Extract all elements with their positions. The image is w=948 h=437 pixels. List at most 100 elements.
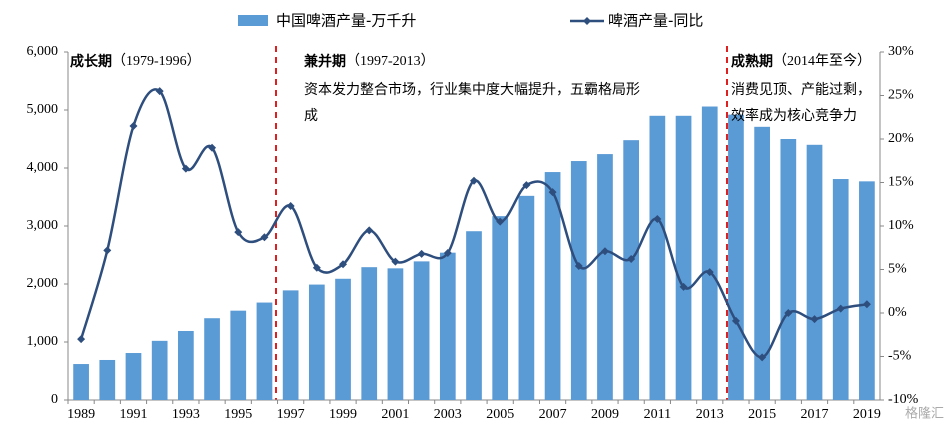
x-tick-label: 2005 (486, 407, 514, 422)
bar (387, 268, 404, 400)
bar (230, 310, 247, 400)
marker (574, 262, 583, 271)
marker (679, 282, 688, 291)
x-tick-label: 1995 (224, 407, 252, 422)
legend-label: 中国啤酒产量-万千升 (276, 12, 416, 30)
marker (600, 247, 609, 256)
marker (286, 201, 295, 210)
annotation-text: 资本发力整合市场，行业集中度大幅提升，五霸格局形 (304, 81, 640, 98)
y2-tick-label: 5% (888, 262, 907, 277)
legend-label: 啤酒产量-同比 (608, 12, 703, 30)
y2-tick-label: 15% (888, 175, 914, 190)
bar (544, 172, 561, 400)
x-tick-label: 2013 (696, 407, 724, 422)
marker (627, 255, 636, 264)
y-tick-label: 2,000 (27, 276, 59, 291)
annotation-range: （1979-1996） (112, 53, 201, 69)
bar (701, 106, 718, 401)
bar (125, 353, 142, 400)
y-tick-label: 6,000 (27, 44, 59, 59)
x-tick-label: 2001 (381, 407, 409, 422)
bar (859, 181, 875, 400)
x-tick-label: 2015 (748, 407, 776, 422)
annotation-title-text: 成长期 (70, 53, 112, 70)
marker (391, 257, 400, 266)
bar (282, 290, 299, 400)
marker (365, 226, 374, 235)
bar (675, 115, 692, 401)
annotation-title: 兼并期（1997-2013） (304, 53, 435, 70)
bar (780, 139, 797, 400)
marker (862, 300, 871, 309)
bar (439, 252, 456, 400)
marker (758, 353, 767, 362)
x-tick-label: 2003 (434, 407, 462, 422)
marker (208, 143, 217, 152)
x-tick-label: 2017 (801, 407, 829, 422)
annotation-title-text: 成熟期 (731, 53, 773, 70)
annotation-title-text: 兼并期 (304, 53, 346, 70)
annotation-text: 效率成为核心竞争力 (731, 107, 857, 124)
marker (522, 181, 531, 190)
marker (103, 246, 112, 255)
y2-tick-label: 10% (888, 218, 914, 233)
y2-tick-label: 20% (888, 131, 914, 146)
legend-swatch (238, 15, 268, 26)
y-tick-label: 4,000 (27, 160, 59, 175)
bar (256, 302, 273, 400)
x-tick-label: 1997 (277, 407, 305, 422)
marker (234, 228, 243, 237)
marker (470, 176, 478, 185)
x-tick-label: 1989 (67, 407, 95, 422)
marker (181, 164, 190, 173)
annotation-title: 成长期（1979-1996） (70, 53, 201, 70)
annotation-range: （2014年至今） (773, 53, 871, 69)
bar (413, 261, 430, 400)
bar (728, 114, 744, 400)
y2-tick-label: 0% (888, 305, 907, 320)
annotation-text: 成 (304, 108, 318, 124)
watermark: 格隆汇 (905, 406, 944, 422)
bar (335, 278, 351, 400)
marker (155, 87, 164, 96)
y-tick-label: 3,000 (27, 218, 59, 233)
bar (73, 364, 89, 400)
bar (649, 115, 666, 401)
marker (784, 309, 793, 317)
bar (466, 231, 482, 400)
bar (204, 318, 220, 400)
marker (731, 316, 740, 325)
marker (705, 268, 714, 277)
bar (308, 284, 325, 400)
bar (623, 140, 640, 400)
y2-tick-label: 30% (888, 44, 914, 59)
marker (653, 215, 662, 224)
bar (151, 340, 168, 400)
annotation-range: （1997-2013） (346, 53, 435, 69)
x-tick-label: 1993 (172, 407, 200, 422)
bar (492, 216, 509, 400)
bar (832, 179, 849, 400)
y-tick-label: 0 (51, 392, 58, 407)
marker (312, 263, 321, 272)
marker (810, 315, 819, 324)
bar (361, 267, 378, 400)
marker (443, 248, 452, 257)
x-tick-label: 2007 (539, 407, 567, 422)
marker (77, 335, 86, 344)
bar (754, 126, 770, 400)
marker (548, 188, 557, 197)
x-tick-label: 2009 (591, 407, 619, 422)
marker (836, 304, 845, 313)
bar (597, 154, 613, 400)
y-tick-label: 5,000 (27, 102, 59, 117)
bar (518, 195, 535, 400)
marker (417, 249, 426, 258)
marker (260, 233, 269, 242)
annotation-text: 消费见顶、产能过剩， (731, 82, 871, 98)
x-tick-label: 2019 (853, 407, 881, 422)
legend-swatch (583, 17, 591, 25)
bar (806, 144, 823, 400)
bar (178, 330, 194, 400)
